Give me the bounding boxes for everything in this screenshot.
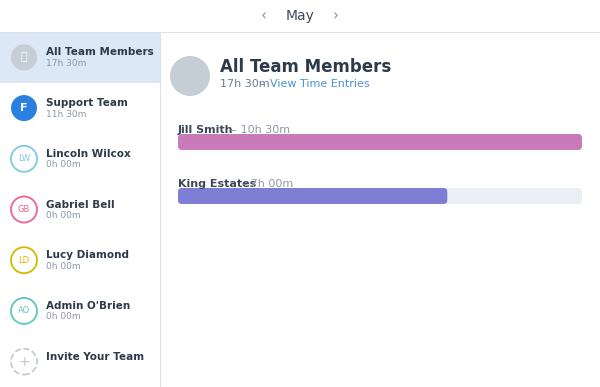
Text: LW: LW: [18, 154, 30, 163]
Text: Invite Your Team: Invite Your Team: [46, 352, 144, 361]
Text: Jill Smith: Jill Smith: [178, 125, 233, 135]
Circle shape: [11, 45, 37, 70]
Text: 0h 00m: 0h 00m: [46, 262, 80, 271]
Text: Lucy Diamond: Lucy Diamond: [46, 250, 129, 260]
Text: ‹: ‹: [261, 9, 267, 24]
Circle shape: [11, 349, 37, 375]
Circle shape: [11, 247, 37, 273]
Text: All Team Members: All Team Members: [46, 47, 154, 57]
Text: 17h 30m: 17h 30m: [46, 59, 86, 68]
Text: LD: LD: [19, 256, 29, 265]
Text: +: +: [18, 354, 30, 369]
Text: King Estates: King Estates: [178, 179, 256, 189]
Bar: [160, 32, 600, 387]
FancyBboxPatch shape: [178, 134, 582, 150]
Circle shape: [11, 197, 37, 223]
Text: 17h 30m: 17h 30m: [220, 79, 269, 89]
Text: : : [20, 52, 28, 62]
Text: 0h 00m: 0h 00m: [46, 211, 80, 220]
Text: – 10h 30m: – 10h 30m: [228, 125, 290, 135]
Text: All Team Members: All Team Members: [220, 58, 391, 76]
Text: F: F: [20, 103, 28, 113]
Text: Admin O'Brien: Admin O'Brien: [46, 301, 130, 311]
Text: Lincoln Wilcox: Lincoln Wilcox: [46, 149, 131, 159]
Text: 11h 30m: 11h 30m: [46, 110, 86, 118]
Text: Support Team: Support Team: [46, 98, 128, 108]
FancyBboxPatch shape: [178, 188, 448, 204]
Text: – 7h 00m: – 7h 00m: [238, 179, 293, 189]
Text: 0h 00m: 0h 00m: [46, 312, 80, 322]
Circle shape: [11, 146, 37, 172]
Bar: [0, 32, 160, 387]
Text: ›: ›: [333, 9, 339, 24]
Text: Gabriel Bell: Gabriel Bell: [46, 200, 115, 209]
Bar: [0, 32, 160, 83]
Text: GB: GB: [18, 205, 30, 214]
Text: AO: AO: [18, 307, 30, 315]
FancyBboxPatch shape: [178, 188, 582, 204]
Text: View Time Entries: View Time Entries: [270, 79, 370, 89]
Circle shape: [170, 56, 210, 96]
Bar: [0, 0, 600, 32]
Circle shape: [11, 95, 37, 121]
Text: –: –: [256, 79, 269, 89]
Text: 0h 00m: 0h 00m: [46, 160, 80, 169]
Text: May: May: [286, 9, 314, 23]
Circle shape: [11, 298, 37, 324]
